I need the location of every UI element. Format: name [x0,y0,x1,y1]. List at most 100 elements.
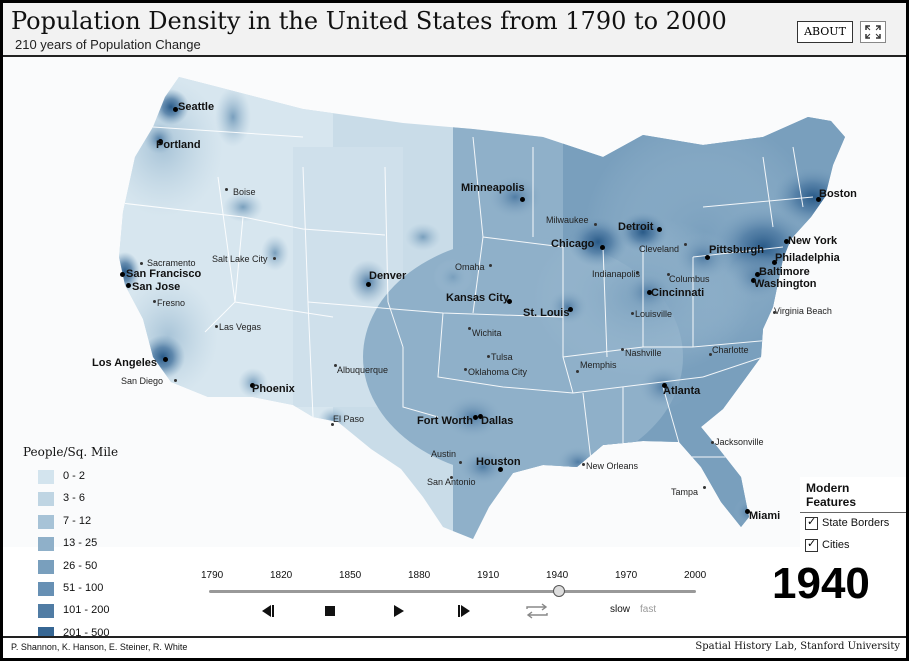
timeline-tick-label[interactable]: 1850 [339,570,362,581]
timeline-tick-label[interactable]: 1910 [477,570,500,581]
timeline-tick-label[interactable]: 1790 [201,570,224,581]
nashville-marker[interactable] [621,348,624,351]
legend-item: 3 - 6 [23,489,193,511]
columbus-marker[interactable] [667,273,670,276]
san-diego-marker[interactable] [174,379,177,382]
legend-item: 0 - 2 [23,467,193,489]
cities-label: Cities [822,539,850,551]
denver-marker[interactable] [366,282,371,287]
speed-fast[interactable]: fast [640,604,657,615]
timeline-slider-thumb[interactable] [553,585,565,597]
about-button[interactable]: ABOUT [797,21,853,43]
cities-checkbox[interactable] [805,537,818,552]
phoenix-marker[interactable] [250,383,255,388]
washington-label: Washington [754,278,817,290]
salt-lake-city-marker[interactable] [273,257,276,260]
detroit-marker[interactable] [657,227,662,232]
stop-icon[interactable] [321,603,339,619]
milwaukee-marker[interactable] [594,223,597,226]
legend-label: 13 - 25 [63,537,98,550]
el-paso-marker[interactable] [331,423,334,426]
kansas-city-marker[interactable] [507,299,512,304]
louisville-label: Louisville [635,309,673,319]
las-vegas-marker[interactable] [215,325,218,328]
legend-label: 7 - 12 [63,514,92,527]
page-title: Population Density in the United States … [11,7,727,35]
charlotte-marker[interactable] [709,353,712,356]
timeline-tick-label[interactable]: 1820 [270,570,293,581]
legend-swatch [38,514,54,529]
san-francisco-marker[interactable] [120,272,125,277]
pittsburgh-marker[interactable] [705,255,710,260]
indianapolis-label: Indianapolis [592,269,641,279]
fort-worth-marker[interactable] [473,415,478,420]
new-orleans-marker[interactable] [582,463,585,466]
step-forward-icon[interactable] [455,603,473,619]
louisville-marker[interactable] [631,312,634,315]
washington-marker[interactable] [751,278,756,283]
cincinnati-marker[interactable] [647,290,652,295]
chicago-marker[interactable] [600,245,605,250]
dallas-marker[interactable] [478,414,483,419]
fullscreen-button[interactable] [860,21,886,43]
las-vegas-label: Las Vegas [219,322,262,332]
jacksonville-marker[interactable] [711,441,714,444]
san-antonio-marker[interactable] [450,476,453,479]
boston-marker[interactable] [816,197,821,202]
los-angeles-marker[interactable] [163,357,168,362]
timeline-tick-label[interactable]: 2000 [684,570,707,581]
sacramento-marker[interactable] [140,262,143,265]
timeline-tick-label[interactable]: 1880 [408,570,431,581]
minneapolis-marker[interactable] [520,197,525,202]
new-york-marker[interactable] [784,239,789,244]
play-icon[interactable] [389,603,407,619]
denver-label: Denver [369,270,407,282]
boise-marker[interactable] [225,188,228,191]
legend-swatch [38,470,54,484]
omaha-marker[interactable] [489,264,492,267]
portland-label: Portland [156,139,201,151]
kansas-city-label: Kansas City [446,292,509,304]
san-antonio-label: San Antonio [427,477,476,487]
tulsa-marker[interactable] [487,355,490,358]
san-jose-marker[interactable] [126,283,131,288]
philadelphia-marker[interactable] [772,260,777,265]
state-borders-checkbox[interactable] [805,515,818,530]
state-borders-toggle[interactable]: State Borders [800,513,906,535]
houston-marker[interactable] [498,467,503,472]
state-borders-label: State Borders [822,517,890,529]
st-louis-marker[interactable] [568,307,573,312]
minneapolis-label: Minneapolis [461,182,525,194]
oklahoma-city-marker[interactable] [464,368,467,371]
legend-label: 3 - 6 [63,492,86,505]
austin-marker[interactable] [459,461,462,464]
tampa-marker[interactable] [703,486,706,489]
fresno-marker[interactable] [153,300,156,303]
miami-marker[interactable] [745,509,750,514]
current-year: 1940 [772,559,870,608]
san-jose-label: San Jose [132,281,181,293]
virginia-beach-marker[interactable] [773,311,776,314]
cities-toggle[interactable]: Cities [800,535,906,557]
legend-title: People/Sq. Mile [23,445,119,459]
population-map[interactable]: Seattle Portland Boise Sacramento Salt Lake … [3,57,906,658]
atlanta-marker[interactable] [662,383,667,388]
albuquerque-marker[interactable] [334,364,337,367]
wichita-marker[interactable] [468,327,471,330]
timeline-slider-track[interactable] [209,590,696,593]
baltimore-marker[interactable] [755,272,760,277]
timeline: 1790 1820 1850 1880 1910 1940 1970 2000 slow fa… [3,548,906,636]
footer: P. Shannon, K. Hanson, E. Steiner, R. Wh… [3,636,906,658]
seattle-marker[interactable] [173,107,178,112]
fort-worth-label: Fort Worth [417,415,474,427]
speed-slow[interactable]: slow [610,604,631,615]
portland-marker[interactable] [158,139,163,144]
memphis-marker[interactable] [576,370,579,373]
cleveland-marker[interactable] [684,243,687,246]
step-back-icon[interactable] [259,603,277,619]
timeline-tick-label[interactable]: 1970 [615,570,638,581]
indianapolis-marker[interactable] [636,271,639,274]
philadelphia-label: Philadelphia [775,252,840,264]
loop-icon[interactable] [522,603,552,619]
timeline-tick-label[interactable]: 1940 [546,570,569,581]
